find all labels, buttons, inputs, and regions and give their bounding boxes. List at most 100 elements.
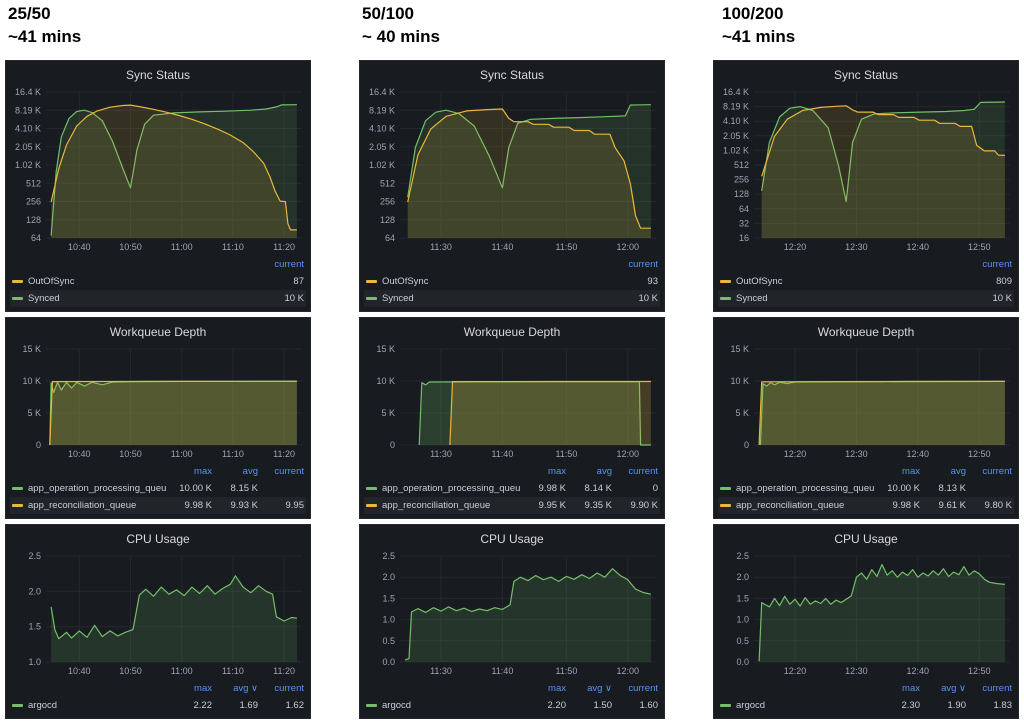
legend-series-name[interactable]: app_operation_processing_queue — [28, 483, 166, 494]
x-axis-label: 12:50 — [968, 242, 991, 252]
panel-title[interactable]: Workqueue Depth — [817, 325, 915, 339]
y-axis-label: 2.05 K — [15, 142, 41, 152]
legend-series-name[interactable]: app_reconciliation_queue — [382, 500, 491, 511]
series-swatch-icon — [720, 504, 731, 507]
legend-series-name[interactable]: argocd — [736, 700, 766, 711]
x-axis-label: 11:30 — [430, 666, 452, 676]
series-line-Synced — [50, 104, 297, 236]
legend-column-header-current[interactable]: current — [274, 683, 304, 694]
legend-column-header-avg[interactable]: avg ∨ — [941, 683, 966, 694]
legend-value: 9.98 K — [184, 500, 212, 511]
column-header-title: 50/100 — [362, 4, 414, 23]
legend-value: 9.95 K — [538, 500, 566, 511]
panel-title[interactable]: Workqueue Depth — [463, 325, 561, 339]
legend-series-name[interactable]: OutOfSync — [28, 276, 75, 287]
legend: max avg ∨ current argocd 2.22 1.69 1.62 — [10, 680, 306, 714]
legend-column-header-current[interactable]: current — [274, 466, 304, 477]
legend-series: OutOfSync — [366, 276, 612, 287]
legend-column-header-avg[interactable]: avg — [596, 466, 612, 477]
panel-title[interactable]: CPU Usage — [126, 532, 190, 546]
legend-column-header-current[interactable]: current — [628, 683, 658, 694]
legend-row: app_reconciliation_queue 9.95 K 9.35 K 9.90… — [364, 497, 660, 514]
legend-column-header-max[interactable]: max — [902, 683, 920, 694]
legend-value: 87 — [293, 276, 304, 287]
sync-status-chart[interactable]: 16.4 K 8.19 K 4.10 K 2.05 K 1.02 K 512 256 128 6… — [10, 86, 306, 254]
legend-series-name[interactable]: Synced — [28, 293, 60, 304]
y-axis-label: 128 — [380, 215, 395, 225]
x-axis-label: 11:30 — [430, 449, 452, 459]
series-line-app_reconciliation_queue — [758, 380, 1005, 446]
legend-column-header-current[interactable]: current — [982, 466, 1012, 477]
legend-series-name[interactable]: OutOfSync — [382, 276, 429, 287]
legend-value: 8.14 K — [584, 483, 612, 494]
x-axis-label: 11:40 — [491, 449, 513, 459]
panel-title[interactable]: Sync Status — [479, 68, 545, 82]
x-axis-label: 10:50 — [119, 449, 142, 459]
panel-title[interactable]: Sync Status — [833, 68, 899, 82]
workqueue-depth-chart[interactable]: 15 K 10 K 5 K 0 10:40 10:50 11:00 11:10 11:20 — [10, 343, 306, 461]
workqueue-depth-chart[interactable]: 15 K 10 K 5 K 0 11:30 11:40 11:50 12:00 — [364, 343, 660, 461]
legend-series-name[interactable]: OutOfSync — [736, 276, 783, 287]
series-swatch-icon — [12, 704, 23, 707]
sync-status-chart[interactable]: 16.4 K 8.19 K 4.10 K 2.05 K 1.02 K 512 256 128 6… — [364, 86, 660, 254]
legend-series-name[interactable]: app_operation_processing_queue — [382, 483, 520, 494]
y-axis-label: 0 — [390, 440, 395, 450]
legend-series-name[interactable]: app_reconciliation_queue — [28, 500, 137, 511]
legend-column-header-avg[interactable]: avg ∨ — [587, 683, 612, 694]
y-axis-label: 5 K — [381, 408, 395, 418]
panel-title[interactable]: CPU Usage — [834, 532, 898, 546]
legend-column-header-max[interactable]: max — [194, 466, 212, 477]
legend-header-row: max avg current — [364, 463, 660, 480]
y-axis-label: 1.02 K — [15, 160, 41, 170]
column-header-1: 25/50 ~41 mins — [8, 3, 81, 49]
legend: max avg current app_operation_processing_qu… — [364, 463, 660, 514]
series-line-argocd — [758, 563, 1005, 662]
sync-status-chart[interactable]: 16.4 K 8.19 K 4.10 K 2.05 K 1.02 K 512 256 128 6… — [718, 86, 1014, 254]
legend-column-header-max[interactable]: max — [902, 466, 920, 477]
legend-series-name[interactable]: argocd — [382, 700, 412, 711]
y-axis-label: 2.0 — [28, 586, 41, 596]
legend-series-name[interactable]: Synced — [382, 293, 414, 304]
legend-column-header-current[interactable]: current — [982, 259, 1012, 270]
legend-column-header-current[interactable]: current — [628, 259, 658, 270]
series-area-argocd — [51, 575, 297, 662]
x-axis-label: 11:50 — [555, 242, 577, 252]
legend-column-header-avg[interactable]: avg — [950, 466, 966, 477]
workqueue-depth-chart[interactable]: 15 K 10 K 5 K 0 12:20 12:30 12:40 12:50 — [718, 343, 1014, 461]
legend-series-name[interactable]: app_reconciliation_queue — [736, 500, 845, 511]
legend-column-header-avg[interactable]: avg ∨ — [233, 683, 258, 694]
panel-title[interactable]: Sync Status — [125, 68, 191, 82]
y-axis-label: 256 — [734, 175, 749, 185]
legend-column-header-current[interactable]: current — [274, 259, 304, 270]
series-area-OutOfSync — [407, 109, 651, 238]
x-axis-label: 12:20 — [784, 449, 807, 459]
cpu-usage-chart[interactable]: 2.5 2.0 1.5 1.0 10:40 10:50 11:00 11:10 11:20 — [10, 550, 306, 678]
legend-series-name[interactable]: app_operation_processing_queue — [736, 483, 874, 494]
x-axis-label: 11:00 — [171, 666, 193, 676]
x-axis-label: 12:50 — [968, 666, 991, 676]
legend-column-header-current[interactable]: current — [982, 683, 1012, 694]
cpu-usage-chart[interactable]: 2.5 2.0 1.5 1.0 0.5 0.0 12:20 12:30 12:40 12:50 — [718, 550, 1014, 678]
legend-series: app_operation_processing_queue — [12, 483, 166, 494]
legend-series: app_reconciliation_queue — [366, 500, 520, 511]
dashboard-column-1: Sync Status 16.4 K 8.19 K 4.10 K 2.05 K 1.02… — [5, 60, 311, 719]
y-axis-label: 8.19 K — [723, 102, 749, 112]
series-area-Synced — [761, 102, 1005, 238]
panel-title[interactable]: Workqueue Depth — [109, 325, 207, 339]
x-axis-label: 12:40 — [907, 449, 930, 459]
panel-cpu-usage: CPU Usage 2.5 2.0 1.5 1.0 0.5 0.0 11:30 11:40 11… — [359, 524, 665, 719]
panel-title[interactable]: CPU Usage — [480, 532, 544, 546]
cpu-usage-chart[interactable]: 2.5 2.0 1.5 1.0 0.5 0.0 11:30 11:40 11:50 12:00 — [364, 550, 660, 678]
series-swatch-icon — [12, 487, 23, 490]
legend-series-name[interactable]: Synced — [736, 293, 768, 304]
legend-column-header-max[interactable]: max — [548, 683, 566, 694]
panel-sync-status: Sync Status 16.4 K 8.19 K 4.10 K 2.05 K 1.02… — [359, 60, 665, 312]
column-header-subtitle: ~41 mins — [722, 26, 796, 46]
legend-column-header-avg[interactable]: avg — [242, 466, 258, 477]
legend-column-header-max[interactable]: max — [548, 466, 566, 477]
legend-series-name[interactable]: argocd — [28, 700, 58, 711]
legend-column-header-max[interactable]: max — [194, 683, 212, 694]
y-axis-label: 1.02 K — [369, 160, 395, 170]
legend-column-header-current[interactable]: current — [628, 466, 658, 477]
legend-row: Synced 10 K — [718, 290, 1014, 307]
